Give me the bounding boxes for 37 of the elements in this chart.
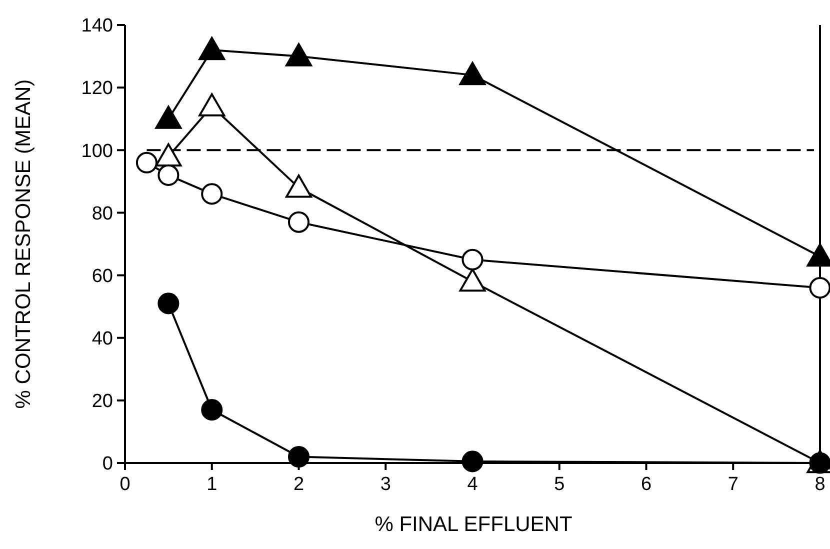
point — [459, 268, 486, 292]
x-tick-label: 6 — [640, 474, 652, 495]
y-axis-title: % CONTROL RESPONSE (MEAN) — [12, 79, 35, 409]
y-tick-label: 140 — [81, 16, 113, 37]
point — [155, 143, 182, 166]
x-axis-title: % FINAL EFFLUENT — [374, 513, 572, 536]
point — [201, 183, 223, 205]
x-tick-label: 8 — [814, 474, 826, 495]
y-tick-label: 120 — [81, 78, 113, 100]
point — [158, 164, 180, 186]
point — [286, 174, 312, 198]
y-tick-label: 20 — [92, 391, 113, 412]
y-tick-label: 40 — [92, 328, 113, 350]
x-tick-label: 4 — [467, 474, 478, 495]
y-tick-label: 80 — [92, 203, 113, 224]
point — [201, 399, 223, 421]
y-tick-label: 60 — [92, 266, 113, 287]
x-tick-label: 2 — [293, 474, 304, 495]
point — [288, 211, 310, 233]
point — [809, 277, 830, 299]
x-tick-label: 3 — [380, 474, 391, 495]
point — [459, 62, 486, 86]
point — [198, 93, 226, 116]
x-tick-label: 0 — [120, 474, 130, 495]
y-tick-label: 0 — [102, 454, 113, 475]
point — [155, 106, 182, 129]
x-tick-label: 1 — [206, 474, 218, 495]
point — [136, 152, 158, 174]
x-tick-label: 5 — [554, 474, 565, 495]
x-tick-label: 7 — [728, 474, 738, 495]
point — [462, 248, 484, 270]
point — [198, 36, 226, 60]
point — [288, 446, 310, 468]
point — [158, 292, 180, 314]
y-tick-label: 100 — [81, 140, 113, 162]
point — [462, 450, 484, 472]
point — [286, 43, 312, 66]
